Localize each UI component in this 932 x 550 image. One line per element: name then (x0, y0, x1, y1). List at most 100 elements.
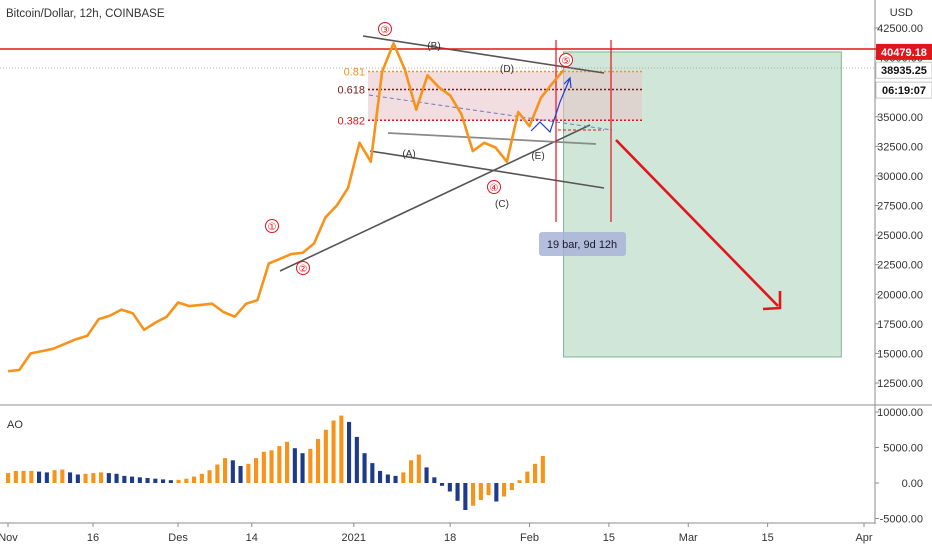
corrective-label: (C) (495, 199, 509, 210)
ao-bar (122, 475, 127, 483)
trend-drawings[interactable] (0, 35, 932, 272)
ao-bar (502, 483, 507, 497)
wave-label: ② (299, 264, 308, 275)
ao-title: AO (7, 419, 23, 431)
time-axis[interactable]: Nov 16 Des 14 2021 18 Feb 15 Mar 15 Apr (0, 523, 873, 544)
ao-bar (525, 471, 530, 483)
support-trendline (279, 124, 591, 272)
wave-marker (487, 180, 501, 194)
blue-projection-path (530, 77, 571, 134)
ao-bar (455, 483, 460, 501)
fib-label: 0.618 (337, 85, 365, 97)
ao-bar (316, 439, 321, 483)
fib-label: 0.382 (337, 115, 365, 127)
ao-bar (215, 464, 220, 483)
price-tick-label: 22500.00 (877, 260, 923, 272)
currency-label: USD (890, 7, 913, 19)
ao-bar (540, 456, 545, 483)
price-tag-box (875, 81, 932, 99)
wave-label: ④ (490, 183, 499, 194)
ao-bar (354, 436, 359, 483)
ao-bar (533, 463, 538, 483)
ao-bar (285, 441, 290, 483)
ao-bar (269, 450, 274, 483)
ao-bar (37, 471, 42, 483)
price-tick-label: 27500.00 (877, 201, 923, 213)
ao-bar (463, 483, 468, 510)
time-tick-label: 14 (246, 532, 258, 544)
ao-bar (130, 476, 135, 483)
fib-label: 0.81 (344, 67, 365, 79)
ao-bar (230, 460, 235, 483)
wave-marker (296, 261, 310, 275)
projection-arrows (530, 76, 782, 311)
ao-bar (401, 472, 406, 483)
price-tags: 40479.18 38935.25 06:19:07 (875, 43, 932, 99)
price-tick-label: 15000.00 (877, 348, 923, 360)
ao-bar (370, 463, 375, 483)
time-tick-label: Mar (679, 532, 698, 544)
fibonacci-zone[interactable] (368, 71, 642, 121)
ao-axis[interactable]: 10000.00 5000.00 0.00 -5000.00 (875, 407, 923, 526)
ao-bar (347, 421, 352, 483)
ao-bar (331, 420, 336, 483)
channel-upper-line (362, 35, 605, 74)
price-tag-box (875, 61, 932, 79)
ao-bar (300, 453, 305, 483)
time-tick-label: 18 (444, 532, 456, 544)
ao-bar (385, 474, 390, 483)
price-tick-label: 30000.00 (877, 171, 923, 183)
ao-tick-label: 10000.00 (877, 407, 923, 419)
time-tick-label: 2021 (342, 532, 366, 544)
measure-label: 19 bar, 9d 12h (547, 239, 617, 251)
price-tick-label: 32500.00 (877, 141, 923, 153)
ao-bar (192, 476, 197, 483)
ao-bar (409, 460, 414, 483)
price-tick-label: 12500.00 (877, 378, 923, 390)
ao-bar (161, 479, 166, 483)
wave-label: ③ (381, 25, 390, 36)
time-tick-label: Des (168, 532, 188, 544)
ao-bar (6, 473, 11, 483)
time-tick-label: 16 (87, 532, 99, 544)
corrective-label: (D) (500, 64, 514, 75)
ao-bar (246, 463, 251, 483)
ao-bar (471, 483, 476, 506)
ao-bar (168, 480, 173, 483)
ao-bar (254, 458, 259, 483)
price-tick-label: 35000.00 (877, 112, 923, 124)
ao-bar (60, 469, 65, 483)
ao-bar (207, 470, 212, 483)
sell-arrow-line (615, 139, 779, 307)
ao-bar (424, 467, 429, 483)
corrective-label: (B) (427, 41, 440, 52)
wave-label: ⑤ (562, 56, 571, 67)
wave-marker (378, 22, 392, 36)
ao-bar (440, 483, 445, 486)
ao-bar (91, 473, 96, 483)
wave-labels: ① ② ③ ④ ⑤ (A) (B) (C) (D) (E) (265, 22, 573, 275)
price-tag-label: 38935.25 (881, 65, 927, 77)
ao-bar (176, 479, 181, 483)
ao-tick-label: 5000.00 (883, 443, 923, 455)
ao-bar (184, 478, 189, 483)
price-tag-box (876, 43, 932, 60)
ao-bar (494, 483, 499, 502)
ao-tick-label: -5000.00 (880, 514, 923, 526)
price-tag-label: 06:19:07 (882, 85, 926, 97)
ao-bar (106, 473, 111, 483)
ao-bar (83, 473, 88, 483)
price-tick-label: 17500.00 (877, 319, 923, 331)
price-tick-label: 42500.00 (877, 23, 923, 35)
ao-bar (393, 475, 398, 483)
ao-bar (447, 483, 452, 492)
dashed-guide-line (368, 94, 613, 131)
price-tag-label: 40479.18 (881, 47, 927, 59)
ao-bar (517, 480, 522, 483)
ao-tick-label: 0.00 (902, 478, 923, 490)
time-tick-label: Apr (855, 532, 872, 544)
ao-bar (29, 470, 34, 483)
ao-bar (378, 470, 383, 483)
blue-projection-arrowhead (563, 76, 572, 89)
